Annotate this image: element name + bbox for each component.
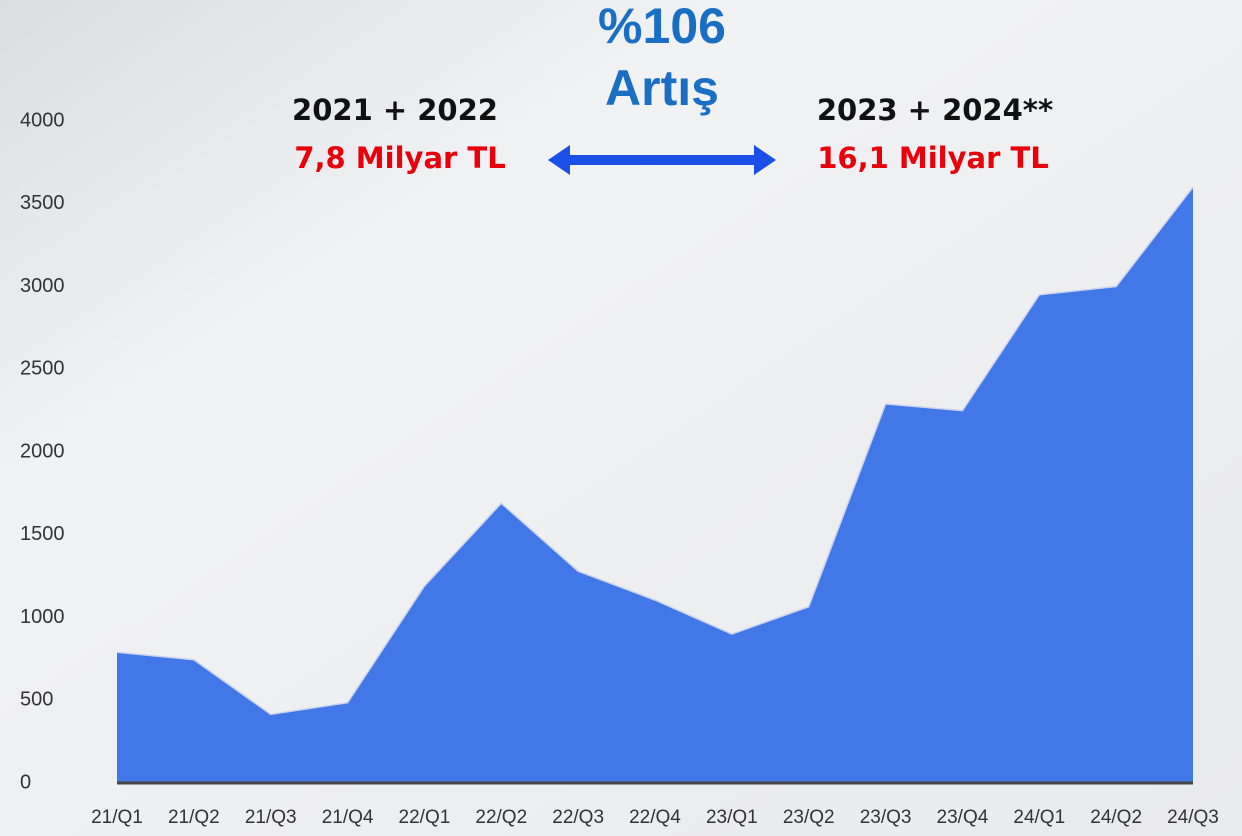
annotation: 7,8 Milyar TL bbox=[294, 141, 505, 175]
x-tick-label: 23/Q2 bbox=[783, 807, 835, 828]
x-tick-label: 21/Q2 bbox=[168, 807, 220, 828]
annotation: 2021 + 2022 bbox=[292, 93, 498, 127]
annotation: %106 bbox=[598, 0, 726, 54]
double-arrow bbox=[548, 145, 776, 175]
x-tick-label: 21/Q3 bbox=[245, 807, 297, 828]
area bbox=[117, 187, 1193, 783]
x-tick-label: 22/Q3 bbox=[552, 807, 604, 828]
y-tick-label: 1000 bbox=[20, 606, 65, 628]
x-tick-label: 23/Q1 bbox=[706, 807, 758, 828]
y-tick-label: 3000 bbox=[20, 275, 65, 297]
x-tick-label: 22/Q1 bbox=[399, 807, 451, 828]
annotation: 16,1 Milyar TL bbox=[817, 141, 1049, 175]
y-tick-label: 2500 bbox=[20, 358, 65, 380]
x-tick-label: 24/Q2 bbox=[1090, 807, 1142, 828]
y-tick-label: 2000 bbox=[20, 440, 65, 462]
x-tick-label: 24/Q1 bbox=[1013, 807, 1065, 828]
plot: 0 500 1000 1500 2000 2500 3000 3500 4000 21/Q1 21/… bbox=[20, 109, 1219, 828]
y-tick-label: 3500 bbox=[20, 192, 65, 214]
area-edge bbox=[116, 186, 1194, 716]
y-tick-label: 4000 bbox=[20, 109, 65, 131]
y-tick-label: 0 bbox=[20, 771, 31, 793]
x-tick-label: 23/Q4 bbox=[937, 807, 989, 828]
annotation: Artış bbox=[605, 60, 719, 116]
x-tick-label: 22/Q2 bbox=[475, 807, 527, 828]
x-tick-label: 21/Q4 bbox=[322, 807, 374, 828]
y-tick-label: 500 bbox=[20, 689, 53, 711]
x-tick-label: 22/Q4 bbox=[629, 807, 681, 828]
annotation: 2023 + 2024** bbox=[817, 93, 1053, 127]
x-tick-label: 23/Q3 bbox=[860, 807, 912, 828]
x-tick-label: 24/Q3 bbox=[1167, 807, 1219, 828]
y-tick-label: 1500 bbox=[20, 523, 65, 545]
x-tick-label: 21/Q1 bbox=[91, 807, 143, 828]
